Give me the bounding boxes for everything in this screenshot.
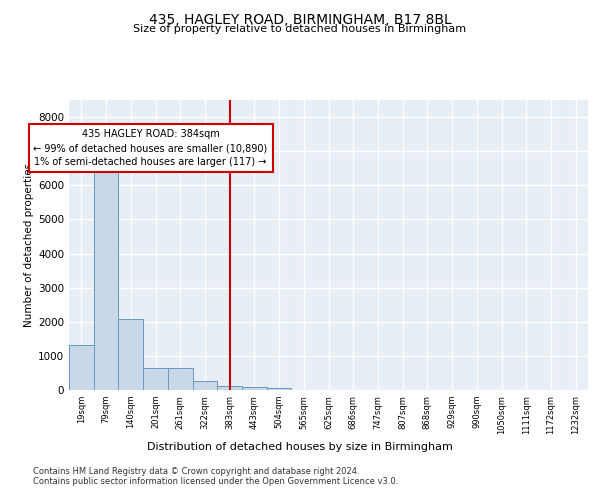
Bar [217,386,242,390]
Text: 435, HAGLEY ROAD, BIRMINGHAM, B17 8BL: 435, HAGLEY ROAD, BIRMINGHAM, B17 8BL [149,12,451,26]
Bar [118,319,143,390]
Text: Size of property relative to detached houses in Birmingham: Size of property relative to detached ho… [133,24,467,34]
Bar [217,386,242,390]
Text: 435 HAGLEY ROAD: 384sqm
← 99% of detached houses are smaller (10,890)
1% of semi: 435 HAGLEY ROAD: 384sqm ← 99% of detache… [34,129,268,167]
Bar [242,386,267,390]
Y-axis label: Number of detached properties: Number of detached properties [24,163,34,327]
Bar [168,368,193,390]
Bar [143,368,168,390]
Text: Contains HM Land Registry data © Crown copyright and database right 2024.: Contains HM Land Registry data © Crown c… [33,468,359,476]
Text: Distribution of detached houses by size in Birmingham: Distribution of detached houses by size … [147,442,453,452]
Bar [69,346,94,390]
Text: Contains public sector information licensed under the Open Government Licence v3: Contains public sector information licen… [33,478,398,486]
Bar [242,386,267,390]
Bar [193,381,217,390]
Bar [94,166,118,390]
Bar [267,388,292,390]
Bar [267,388,292,390]
Bar [69,346,94,390]
Bar [118,319,143,390]
Bar [94,166,118,390]
Bar [193,381,217,390]
Bar [168,368,193,390]
Bar [143,368,168,390]
